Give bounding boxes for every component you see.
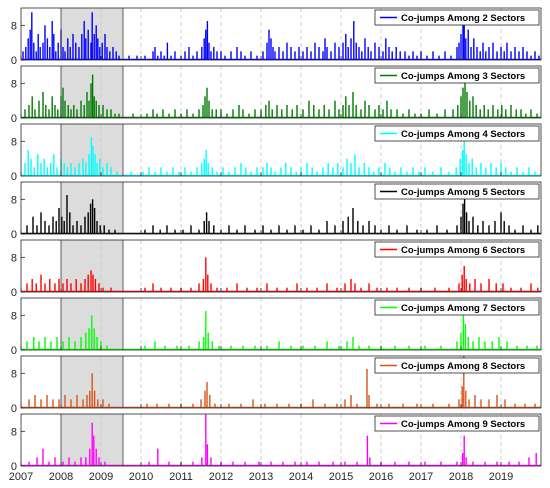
legend-label: Co-jumps Among 3 Sectors: [401, 71, 525, 82]
panel-frame: [20, 413, 542, 467]
x-tick-label: 2016: [369, 471, 393, 483]
legend-box: [374, 183, 540, 200]
y-tick-label: 0: [11, 229, 17, 241]
y-tick-label: 0: [11, 55, 17, 67]
y-tick-label: 8: [11, 426, 17, 438]
x-tick-label: 2018: [449, 471, 473, 483]
panel-frame: [20, 7, 542, 61]
legend-box: [374, 241, 540, 258]
legend-box: [374, 125, 540, 142]
panel-frame: [20, 297, 542, 351]
x-tick-label: 2013: [249, 471, 273, 483]
legend-label: Co-jumps Among 9 Sectors: [401, 419, 525, 430]
legend-label: Co-jumps Among 5 Sectors: [401, 187, 525, 198]
panel-frame: [20, 123, 542, 177]
x-tick-label: 2008: [49, 471, 73, 483]
y-tick-label: 8: [11, 136, 17, 148]
x-tick-label: 2015: [329, 471, 353, 483]
y-tick-label: 0: [11, 345, 17, 357]
x-tick-label: 2009: [89, 471, 113, 483]
y-tick-label: 0: [11, 113, 17, 125]
y-tick-label: 8: [11, 252, 17, 264]
panel-frame: [20, 239, 542, 293]
y-tick-label: 8: [11, 368, 17, 380]
x-tick-label: 2014: [289, 471, 313, 483]
y-tick-label: 8: [11, 194, 17, 206]
x-tick-label: 2012: [209, 471, 233, 483]
legend-label: Co-jumps Among 8 Sectors: [401, 361, 525, 372]
x-tick-label: 2019: [489, 471, 513, 483]
x-tick-label: 2017: [409, 471, 433, 483]
y-tick-label: 0: [11, 171, 17, 183]
panel-frame: [20, 65, 542, 119]
x-tick-label: 2010: [129, 471, 153, 483]
legend-box: [374, 9, 540, 26]
y-tick-label: 8: [11, 310, 17, 322]
legend-box: [374, 299, 540, 316]
legend-label: Co-jumps Among 6 Sectors: [401, 245, 525, 256]
legend-label: Co-jumps Among 2 Sectors: [401, 13, 525, 24]
y-tick-label: 0: [11, 403, 17, 415]
y-tick-label: 0: [11, 287, 17, 299]
x-tick-label: 2011: [169, 471, 193, 483]
legend-label: Co-jumps Among 7 Sectors: [401, 303, 525, 314]
legend-box: [374, 67, 540, 84]
legend-label: Co-jumps Among 4 Sectors: [401, 129, 525, 140]
panel-frame: [20, 355, 542, 409]
panel-frame: [20, 181, 542, 235]
y-tick-label: 0: [11, 461, 17, 473]
y-tick-label: 8: [11, 20, 17, 32]
x-tick-label: 2007: [9, 471, 33, 483]
legend-box: [374, 357, 540, 374]
y-tick-label: 8: [11, 78, 17, 90]
legend-box: [374, 415, 540, 432]
